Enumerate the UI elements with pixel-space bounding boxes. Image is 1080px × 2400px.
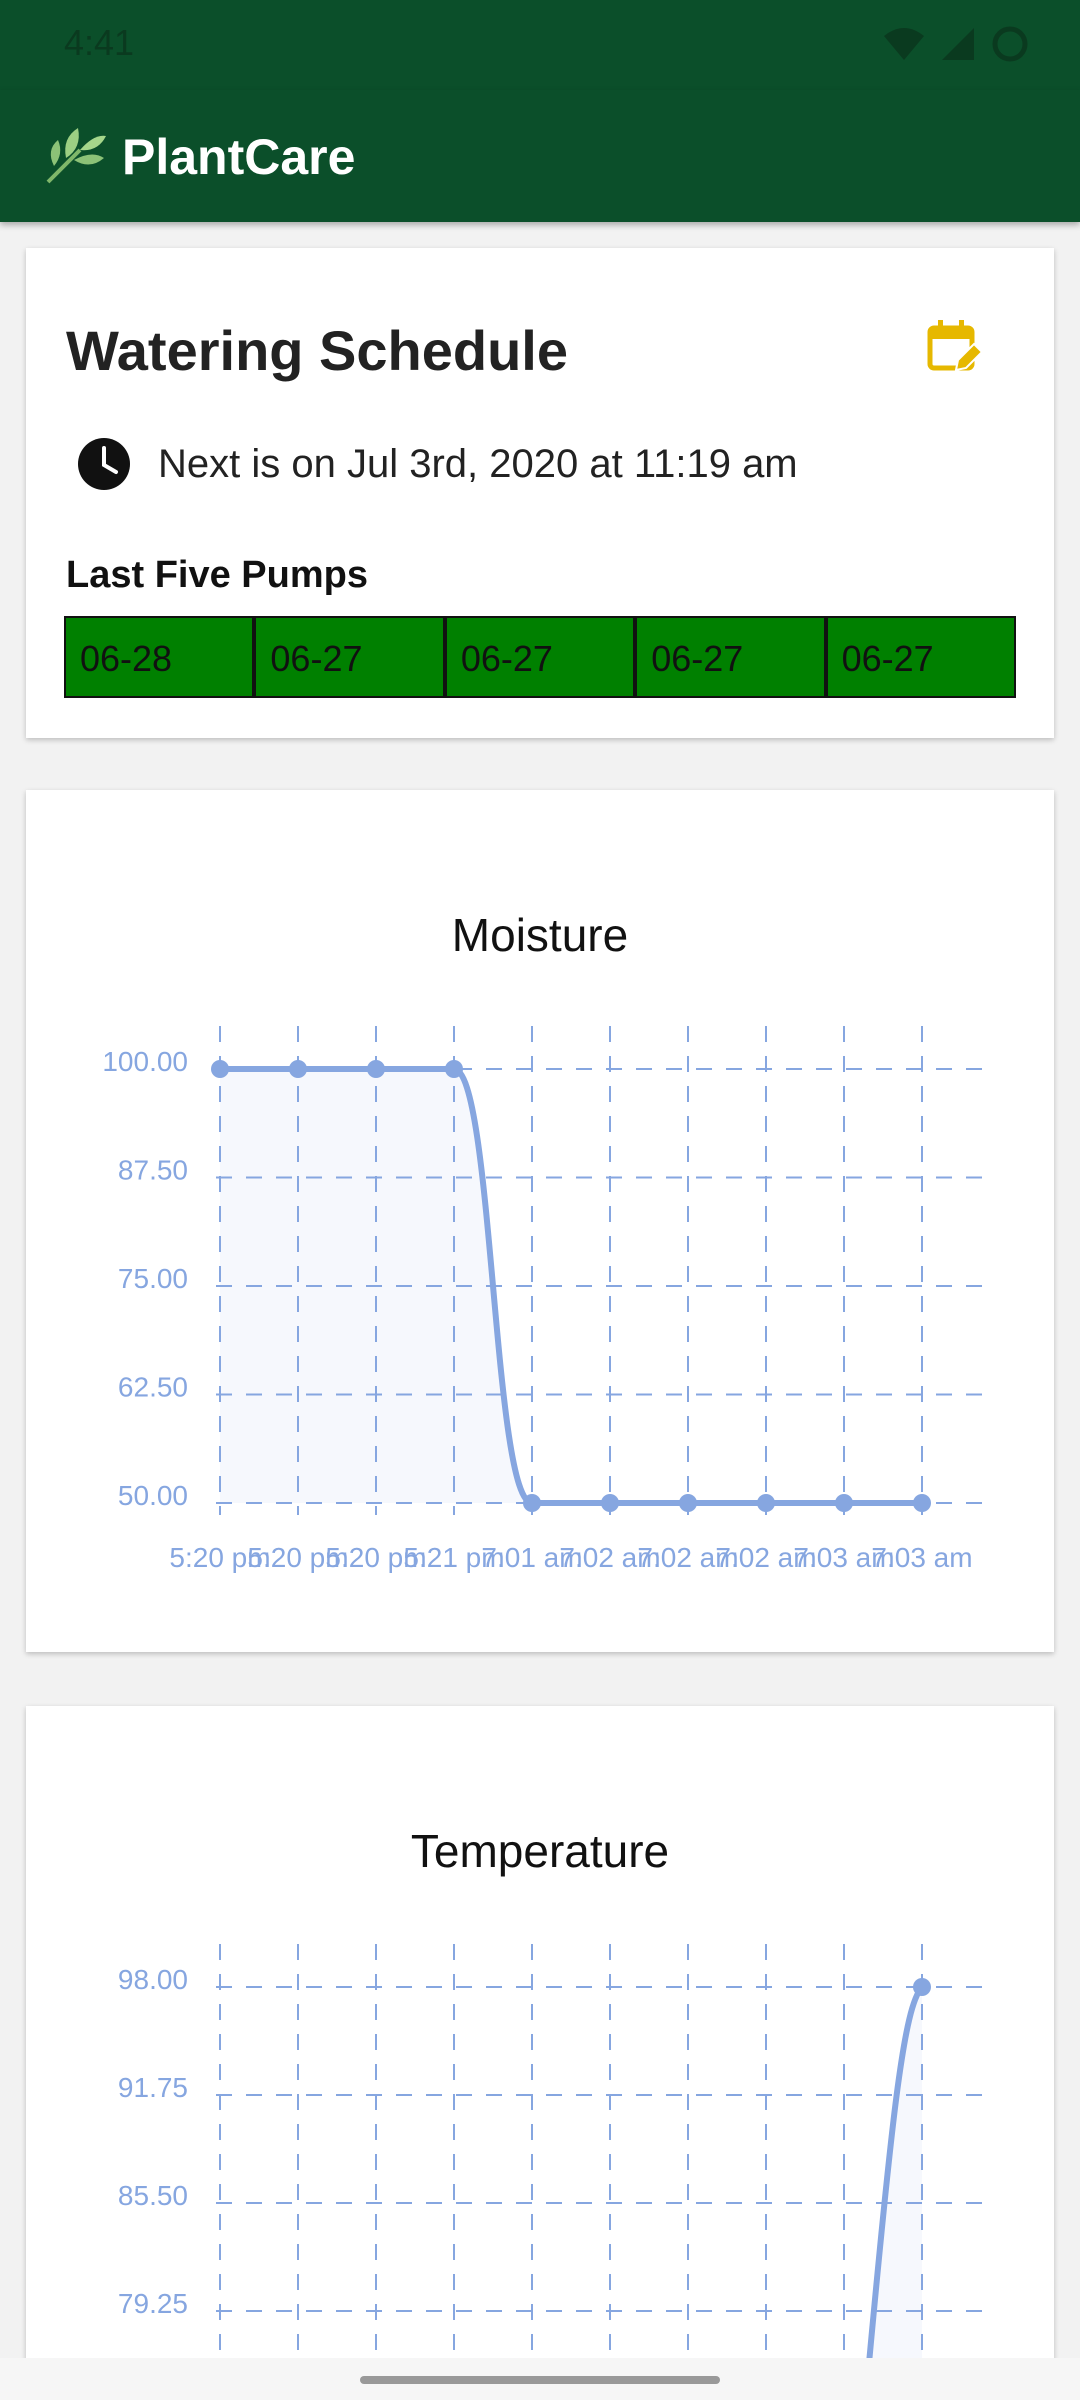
app-title: PlantCare [122,129,356,185]
data-point[interactable] [913,1494,931,1512]
y-tick-label: 75.00 [118,1263,188,1294]
status-bar: 4:41 [0,0,1080,90]
x-tick-label: 7:02 am [559,1542,660,1573]
area-fill [220,1069,922,1503]
navigation-bar [0,2358,1080,2400]
y-tick-label: 100.00 [102,1046,188,1077]
y-tick-label: 87.50 [118,1155,188,1186]
area-fill [865,1987,922,2400]
pump-cell: 06-27 [825,616,1017,698]
wifi-icon [884,28,924,60]
home-gesture-handle[interactable] [360,2376,720,2384]
data-point[interactable] [523,1494,541,1512]
calendar-edit-icon[interactable] [924,318,984,378]
x-tick-label: 5:20 pm [325,1542,426,1573]
x-tick-label: 7:03 am [871,1542,972,1573]
temperature-chart[interactable]: 98.00 91.75 85.50 79.25 [26,1706,1054,2400]
x-tick-label: 5:20 pm [169,1542,270,1573]
battery-loading-icon [992,26,1028,62]
data-point[interactable] [835,1494,853,1512]
clock-icon [78,438,130,490]
status-time: 4:41 [64,22,135,63]
last-pumps-title: Last Five Pumps [66,554,368,596]
y-tick-label: 62.50 [118,1372,188,1403]
pump-cell: 06-28 [64,616,255,698]
pump-cell: 06-27 [254,616,445,698]
y-tick-label: 85.50 [118,2180,188,2211]
status-icons [882,22,1030,66]
temperature-chart-card: Temperature 98.00 91.75 85.50 79.25 [26,1706,1054,2400]
x-tick-label: 5:21 pm [403,1542,504,1573]
data-point[interactable] [757,1494,775,1512]
watering-schedule-card: Watering Schedule Next is on Jul 3rd, 20… [26,248,1054,738]
pump-cell: 06-27 [635,616,826,698]
y-tick-label: 79.25 [118,2288,188,2319]
data-point[interactable] [601,1494,619,1512]
data-point[interactable] [913,1978,931,1996]
data-point[interactable] [445,1060,463,1078]
moisture-chart-card: Moisture 100.00 87.50 75.00 62.50 50.00 5:20 … [26,790,1054,1652]
chart-title: Moisture [451,909,629,961]
leaf-icon [46,128,106,184]
y-tick-label: 91.75 [118,2072,188,2103]
chart-title: Temperature [410,1825,670,1877]
next-watering-text: Next is on Jul 3rd, 2020 at 11:19 am [158,442,798,486]
pump-cell: 06-27 [444,616,636,698]
data-point[interactable] [289,1060,307,1078]
x-tick-label: 7:03 am [793,1542,894,1573]
data-point[interactable] [679,1494,697,1512]
y-tick-label: 98.00 [118,1964,188,1995]
data-point[interactable] [211,1060,229,1078]
x-tick-label: 7:02 am [715,1542,816,1573]
schedule-title: Watering Schedule [66,319,569,382]
x-tick-label: 5:20 pm [247,1542,348,1573]
signal-icon [942,28,974,60]
x-tick-label: 7:01 am [481,1542,582,1573]
x-tick-label: 7:02 am [637,1542,738,1573]
app-bar: PlantCare [0,90,1080,222]
y-tick-label: 50.00 [118,1480,188,1511]
last-pumps-row: 06-28 06-27 06-27 06-27 06-27 [64,616,1017,698]
data-point[interactable] [367,1060,385,1078]
series-line [862,1984,925,2400]
